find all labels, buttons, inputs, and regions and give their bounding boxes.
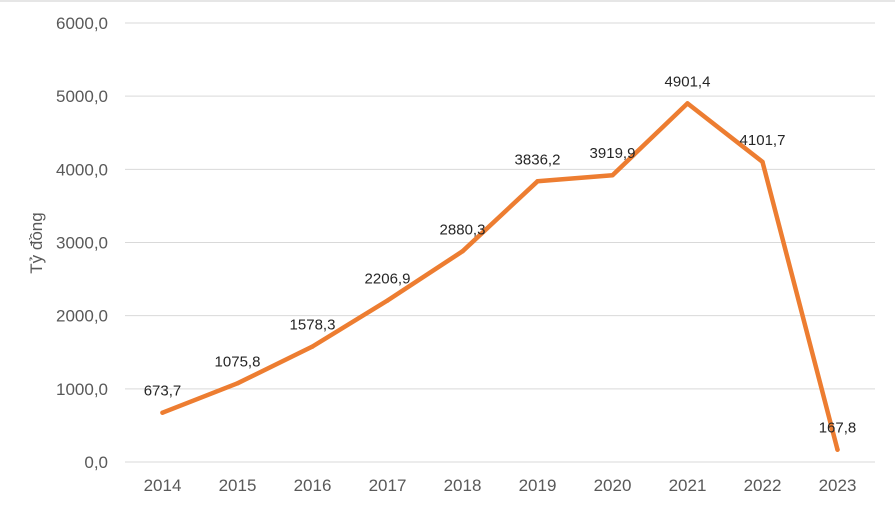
data-point: [385, 298, 390, 303]
y-tick-label: 6000,0: [56, 14, 108, 33]
data-point: [235, 381, 240, 386]
data-point: [460, 249, 465, 254]
x-axis-ticks: 2014 2015 2016 2017 2018 2019 2020 2021 2022 2023: [144, 476, 857, 495]
x-tick-label: 2019: [519, 476, 557, 495]
data-label: 2880,3: [440, 221, 486, 238]
data-point: [160, 410, 165, 415]
data-label: 2206,9: [365, 271, 411, 288]
data-label: 4101,7: [740, 132, 786, 149]
x-tick-label: 2017: [369, 476, 407, 495]
data-point: [535, 179, 540, 184]
x-tick-label: 2016: [294, 476, 332, 495]
x-tick-label: 2015: [219, 476, 257, 495]
data-point: [835, 447, 840, 452]
gridlines: [125, 22, 875, 463]
data-label: 167,8: [819, 420, 857, 437]
data-point: [685, 101, 690, 106]
x-tick-label: 2021: [669, 476, 707, 495]
data-label: 1075,8: [215, 353, 261, 370]
data-point: [610, 172, 615, 178]
top-border: [0, 0, 895, 2]
x-tick-label: 2014: [144, 476, 182, 495]
series-layer: [160, 101, 840, 452]
x-tick-label: 2018: [444, 476, 482, 495]
data-label: 4901,4: [665, 73, 711, 90]
series-line: [160, 101, 840, 452]
data-point: [310, 344, 315, 349]
y-tick-label: 0,0: [84, 453, 108, 472]
y-tick-label: 5000,0: [56, 87, 108, 106]
data-label: 1578,3: [290, 317, 336, 334]
y-axis-title: Tỷ đồng: [27, 212, 46, 273]
y-tick-label: 3000,0: [56, 234, 108, 253]
y-tick-label: 1000,0: [56, 380, 108, 399]
x-tick-label: 2022: [744, 476, 782, 495]
data-label: 3836,2: [515, 151, 561, 168]
data-label: 3919,9: [590, 145, 636, 162]
data-label: 673,7: [144, 383, 182, 400]
x-tick-label: 2023: [819, 476, 857, 495]
data-labels: 673,7 1075,8 1578,3 2206,9 2880,3 3836,2 3919,…: [144, 73, 857, 436]
x-tick-label: 2020: [594, 476, 632, 495]
y-tick-label: 2000,0: [56, 307, 108, 326]
data-point: [760, 159, 765, 165]
y-tick-label: 4000,0: [56, 160, 108, 179]
y-axis-ticks: 0,0 1000,0 2000,0 3000,0 4000,0 5000,0 6000,0: [56, 14, 108, 472]
